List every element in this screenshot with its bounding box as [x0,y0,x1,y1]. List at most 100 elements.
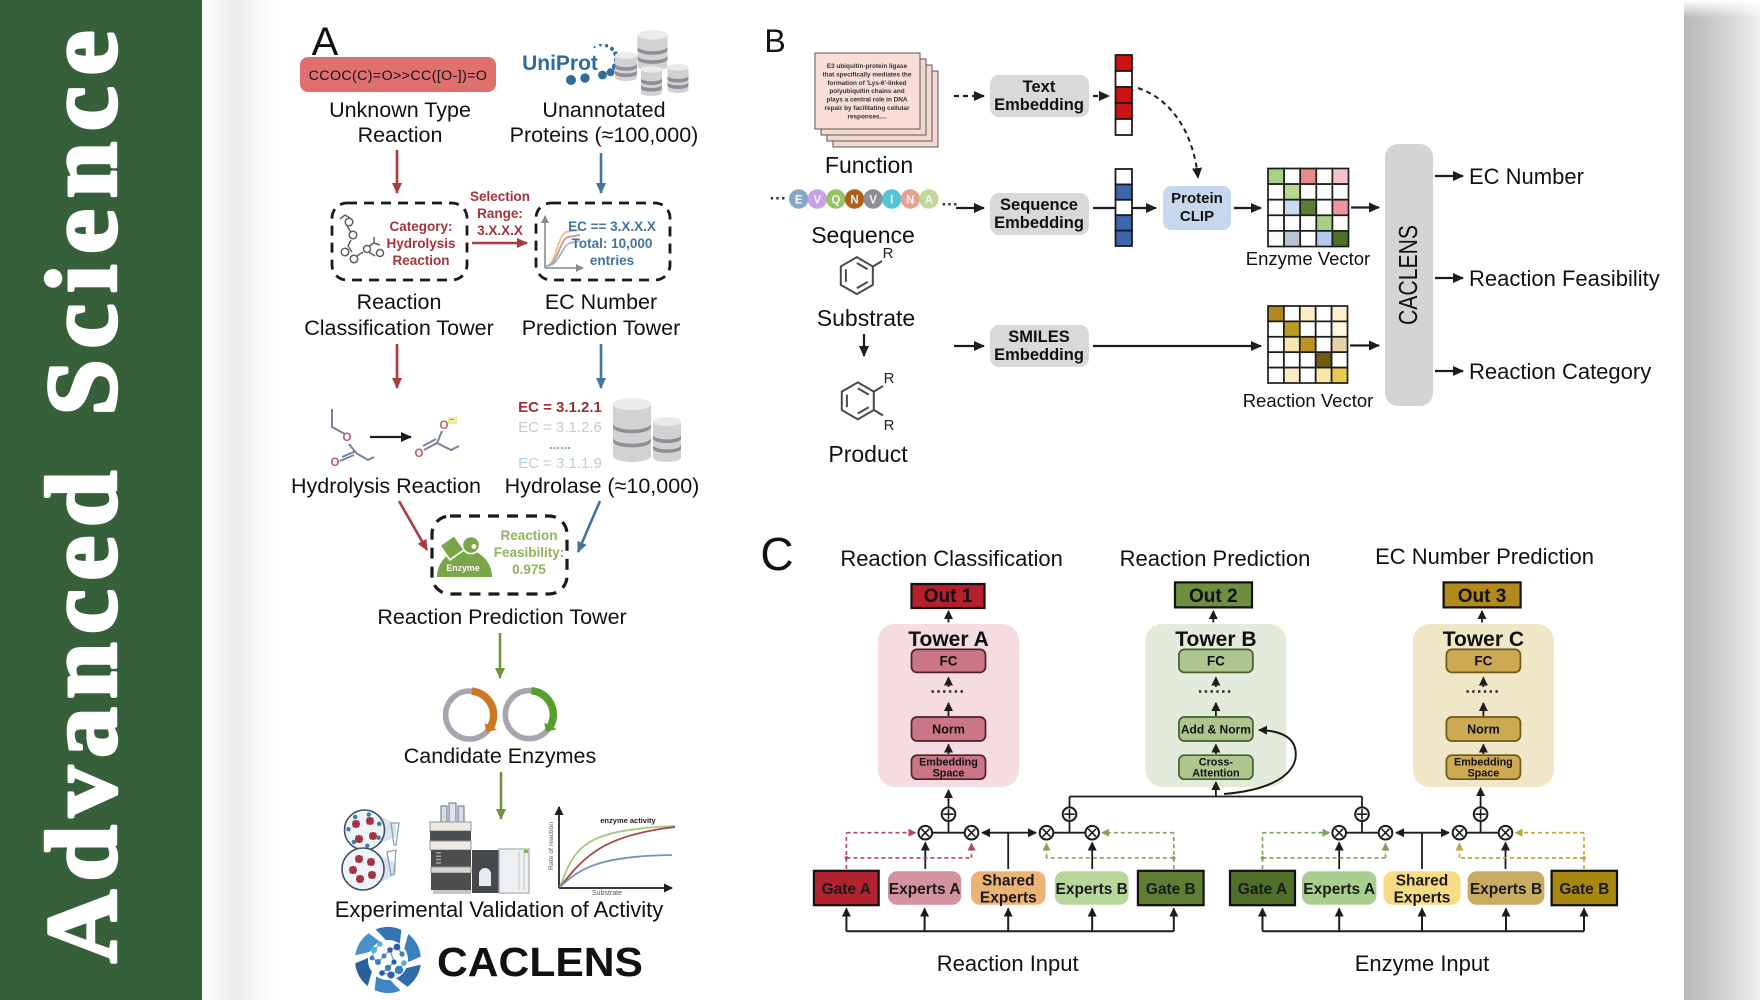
svg-text:Out 3: Out 3 [1458,586,1507,607]
svg-text:Unknown Type: Unknown Type [329,98,471,122]
svg-text:Hydrolysis Reaction: Hydrolysis Reaction [291,474,481,498]
svg-text:A: A [312,20,339,64]
svg-text:Reaction Feasibility: Reaction Feasibility [1469,266,1660,291]
svg-text:formation of 'Lys-6'-linked: formation of 'Lys-6'-linked [827,80,906,87]
svg-text:enzyme activity: enzyme activity [600,816,656,825]
svg-text:Candidate Enzymes: Candidate Enzymes [404,744,596,768]
svg-text:R: R [883,245,894,262]
svg-text:EC = 3.1.2.6: EC = 3.1.2.6 [518,419,602,436]
svg-text:Tower A: Tower A [908,628,989,651]
svg-text:N: N [906,194,914,206]
svg-text:Experts: Experts [980,890,1037,907]
svg-text:0.975: 0.975 [512,562,546,577]
svg-text:V: V [813,194,821,206]
svg-text:polyubiquitin chains and: polyubiquitin chains and [829,88,904,95]
svg-text:···: ··· [942,195,959,214]
svg-text:FC: FC [940,654,958,669]
svg-text:Selection: Selection [470,189,530,204]
svg-text:–: – [449,415,454,424]
svg-text:Experts B: Experts B [1470,881,1542,898]
svg-text:Prediction Tower: Prediction Tower [522,316,681,340]
svg-text:EC == 3.X.X.X: EC == 3.X.X.X [568,219,656,234]
svg-text:Hydrolase (≈10,000): Hydrolase (≈10,000) [505,474,700,498]
svg-text:EC Number Prediction: EC Number Prediction [1375,544,1594,569]
svg-text:Experts A: Experts A [889,881,961,898]
svg-text:Unannotated: Unannotated [542,98,665,122]
svg-text:Reaction: Reaction [358,123,443,147]
svg-text:Norm: Norm [932,723,965,737]
svg-text:Substrate: Substrate [592,890,622,897]
svg-text:FC: FC [1474,654,1492,669]
svg-text:Tower C: Tower C [1443,628,1524,651]
svg-text:Protein: Protein [1171,190,1223,207]
svg-text:Add & Norm: Add & Norm [1181,723,1251,737]
svg-text:Sequence: Sequence [1000,196,1078,214]
svg-text:Attention: Attention [1192,768,1239,780]
svg-text:plays a central role in DNA: plays a central role in DNA [827,97,908,104]
svg-text:Experts B: Experts B [1056,881,1128,898]
svg-text:Q: Q [831,194,840,206]
svg-text:Reaction: Reaction [357,290,442,314]
svg-text:Reaction: Reaction [500,528,557,543]
svg-text:V: V [869,194,877,206]
svg-text:Reaction Prediction Tower: Reaction Prediction Tower [377,605,626,629]
svg-text:Embedding: Embedding [919,757,978,769]
svg-text:Hydrolysis: Hydrolysis [386,236,455,251]
svg-text:Enzyme: Enzyme [446,563,479,573]
svg-text:C: C [760,528,793,580]
svg-text:Feasibility:: Feasibility: [494,545,565,560]
svg-text:entries: entries [590,253,634,268]
svg-text:Rate of reaction: Rate of reaction [548,822,555,870]
svg-text:Total: 10,000: Total: 10,000 [572,236,653,251]
svg-text:that specifically mediates the: that specifically mediates the [823,71,912,78]
svg-text:Sequence: Sequence [811,222,915,248]
svg-text:CACLENS: CACLENS [437,939,643,985]
svg-text:Range:: Range: [477,206,523,221]
svg-text:Gate A: Gate A [822,881,871,898]
svg-text:Enzyme Input: Enzyme Input [1355,951,1490,976]
svg-text:......: ...... [549,437,571,452]
svg-text:Advanced: Advanced [26,471,138,963]
svg-text:I: I [890,194,893,206]
svg-text:CCOC(C)=O>>CC([O-])=O: CCOC(C)=O>>CC([O-])=O [309,68,488,84]
svg-text:Reaction Classification: Reaction Classification [840,546,1063,571]
svg-text:Shared: Shared [1396,873,1449,890]
svg-text:Classification Tower: Classification Tower [304,316,494,340]
svg-text:CACLENS: CACLENS [1393,225,1423,325]
svg-text:FC: FC [1207,654,1225,669]
svg-text:Norm: Norm [1467,723,1500,737]
svg-text:Gate B: Gate B [1146,881,1196,898]
svg-text:R: R [884,370,895,387]
svg-text:Gate B: Gate B [1559,881,1609,898]
svg-text:EC Number: EC Number [1469,164,1584,189]
svg-text:3.X.X.X: 3.X.X.X [477,223,523,238]
svg-text:Space: Space [1467,768,1499,780]
svg-text:Reaction: Reaction [392,253,449,268]
svg-text:O: O [415,448,424,460]
svg-text:repair by facilitating cellula: repair by facilitating cellular [825,105,910,112]
svg-text:E3 ubiquitin-protein ligase: E3 ubiquitin-protein ligase [827,63,908,70]
svg-text:Reaction Vector: Reaction Vector [1243,390,1374,411]
svg-text:Experts A: Experts A [1303,881,1375,898]
svg-text:Reaction Prediction: Reaction Prediction [1120,546,1311,571]
svg-text:N: N [850,194,858,206]
svg-text:Embedding: Embedding [994,96,1084,114]
svg-text:Category:: Category: [389,219,452,234]
svg-text:Experimental Validation of Act: Experimental Validation of Activity [335,897,664,922]
svg-text:UniProt: UniProt [522,52,598,75]
svg-text:Out 1: Out 1 [924,586,973,607]
svg-text:Tower B: Tower B [1175,628,1256,651]
svg-text:EC = 3.1.2.1: EC = 3.1.2.1 [518,399,602,416]
svg-text:B: B [764,23,785,59]
svg-text:Substrate: Substrate [817,305,915,331]
svg-text:E: E [795,194,803,206]
svg-text:Out 2: Out 2 [1189,586,1238,607]
svg-text:O: O [343,432,352,444]
svg-text:Product: Product [828,441,908,467]
svg-text:A: A [925,194,933,206]
svg-text:O: O [331,457,340,469]
svg-text:EC = 3.1.1.9: EC = 3.1.1.9 [518,455,602,472]
svg-text:Reaction Input: Reaction Input [937,951,1079,976]
svg-text:Embedding: Embedding [1454,757,1513,769]
svg-text:CLIP: CLIP [1180,208,1214,225]
